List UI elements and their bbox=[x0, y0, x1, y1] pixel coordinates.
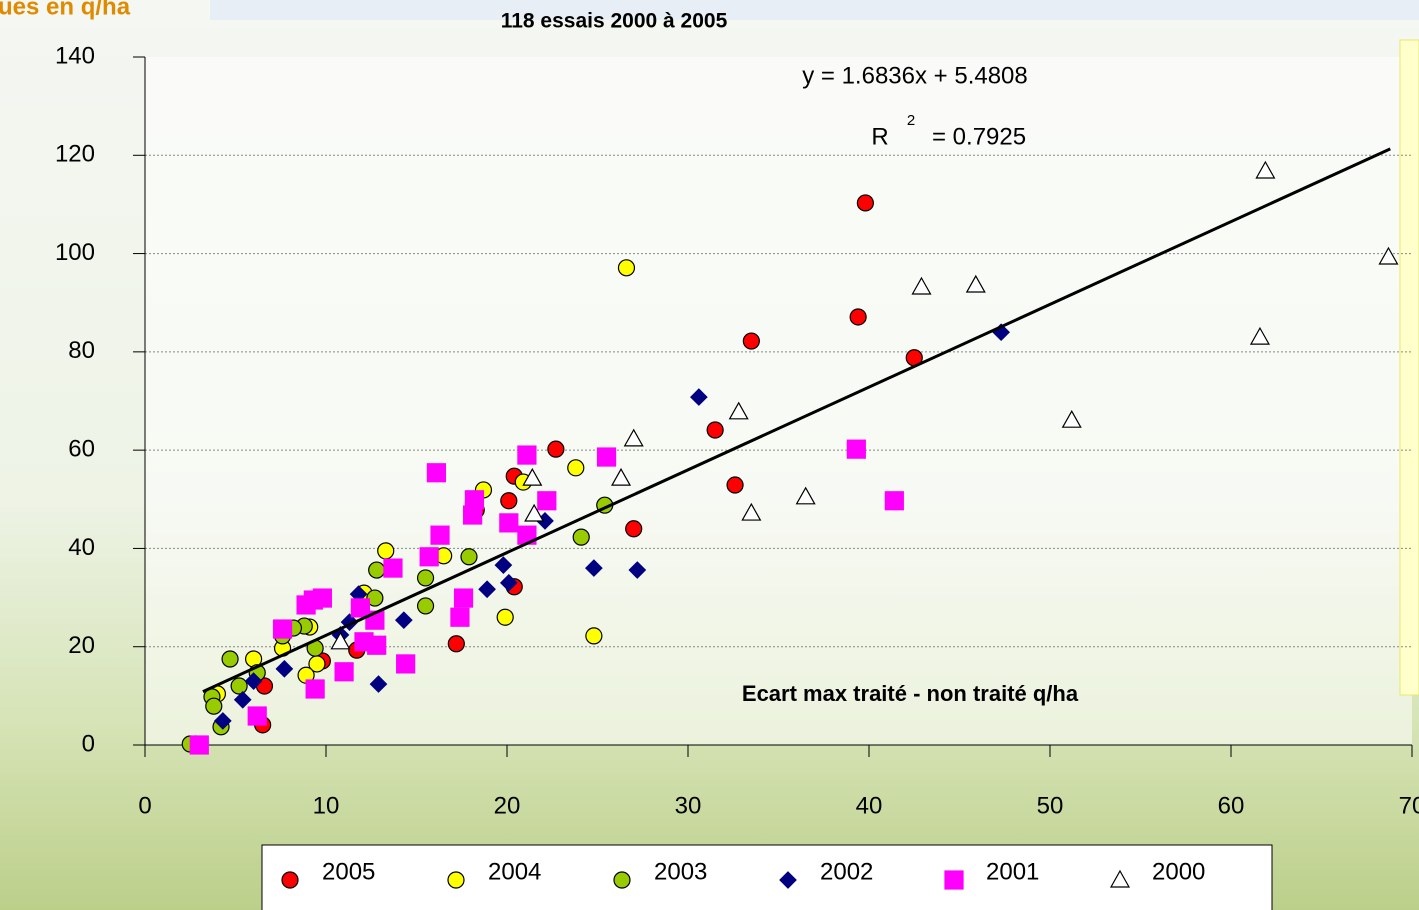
y-tick-label: 60 bbox=[68, 435, 95, 462]
point bbox=[464, 506, 482, 524]
point bbox=[743, 333, 759, 349]
corner-label: ues en q/ha bbox=[0, 0, 131, 20]
y-tick-label: 100 bbox=[55, 239, 95, 266]
point bbox=[206, 698, 222, 714]
r2-label: = 0.7925 bbox=[932, 123, 1026, 150]
point bbox=[431, 526, 449, 544]
point bbox=[850, 309, 866, 325]
y-tick-label: 120 bbox=[55, 141, 95, 168]
chart-title: 118 essais 2000 à 2005 bbox=[501, 10, 728, 33]
y-tick-label: 40 bbox=[68, 534, 95, 561]
point bbox=[231, 678, 247, 694]
point bbox=[626, 521, 642, 537]
y-tick-label: 0 bbox=[82, 730, 95, 757]
point bbox=[355, 633, 373, 651]
point bbox=[418, 598, 434, 614]
legend-marker bbox=[945, 871, 963, 889]
legend-marker bbox=[282, 872, 298, 888]
point bbox=[847, 440, 865, 458]
y-tick-label: 80 bbox=[68, 337, 95, 364]
point bbox=[548, 441, 564, 457]
point bbox=[573, 529, 589, 545]
point bbox=[497, 609, 513, 625]
point bbox=[418, 570, 434, 586]
point bbox=[190, 736, 208, 754]
side-box bbox=[1400, 40, 1419, 695]
legend-label: 2003 bbox=[654, 858, 707, 885]
point bbox=[274, 620, 292, 638]
point bbox=[538, 492, 556, 510]
point bbox=[885, 492, 903, 510]
x-tick-label: 70 bbox=[1399, 792, 1419, 819]
point bbox=[378, 543, 394, 559]
top-band bbox=[210, 0, 1419, 20]
point bbox=[420, 548, 438, 566]
point bbox=[351, 599, 369, 617]
x-tick-label: 60 bbox=[1218, 792, 1245, 819]
point bbox=[222, 651, 238, 667]
point bbox=[707, 422, 723, 438]
legend-label: 2005 bbox=[322, 858, 375, 885]
x-tick-label: 0 bbox=[138, 792, 151, 819]
x-tick-label: 10 bbox=[313, 792, 340, 819]
legend-label: 2001 bbox=[986, 858, 1039, 885]
point bbox=[500, 514, 518, 532]
point bbox=[461, 549, 477, 565]
point bbox=[598, 448, 616, 466]
point bbox=[397, 655, 415, 673]
legend-label: 2004 bbox=[488, 858, 541, 885]
point bbox=[451, 608, 469, 626]
point bbox=[369, 562, 385, 578]
legend-label: 2000 bbox=[1152, 858, 1205, 885]
point bbox=[857, 195, 873, 211]
point bbox=[248, 707, 266, 725]
point bbox=[448, 636, 464, 652]
slide: ues en q/ha 118 essais 2000 à 2005 y = 1… bbox=[0, 0, 1419, 910]
point bbox=[518, 446, 536, 464]
point bbox=[297, 596, 315, 614]
legend-label: 2002 bbox=[820, 858, 873, 885]
point bbox=[427, 464, 445, 482]
point bbox=[384, 559, 402, 577]
x-tick-label: 30 bbox=[675, 792, 702, 819]
y-tick-label: 20 bbox=[68, 632, 95, 659]
point bbox=[586, 628, 602, 644]
point bbox=[568, 460, 584, 476]
x-tick-label: 20 bbox=[494, 792, 521, 819]
point bbox=[618, 260, 634, 276]
point bbox=[727, 477, 743, 493]
point bbox=[455, 589, 473, 607]
point bbox=[335, 663, 353, 681]
x-tick-label: 40 bbox=[856, 792, 883, 819]
r2-sup: 2 bbox=[907, 112, 915, 129]
legend-marker bbox=[614, 872, 630, 888]
y-tick-label: 140 bbox=[55, 42, 95, 69]
chart: ues en q/ha 118 essais 2000 à 2005 y = 1… bbox=[0, 0, 1419, 910]
r2-prefix: R bbox=[871, 123, 888, 150]
legend-marker bbox=[448, 872, 464, 888]
x-tick-label: 50 bbox=[1037, 792, 1064, 819]
x-axis-title: Ecart max traité - non traité q/ha bbox=[742, 681, 1079, 706]
trend-equation: y = 1.6836x + 5.4808 bbox=[802, 62, 1028, 89]
point bbox=[501, 493, 517, 509]
point bbox=[306, 680, 324, 698]
